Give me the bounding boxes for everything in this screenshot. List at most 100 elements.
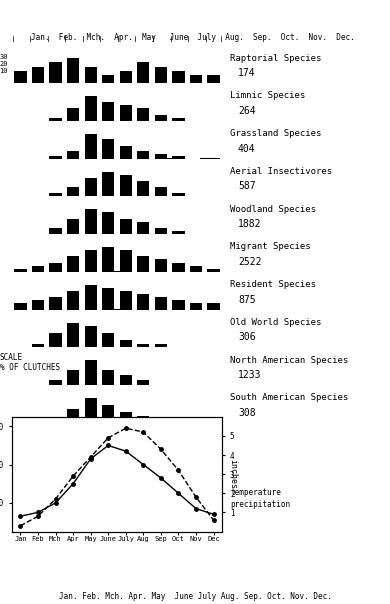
Text: Woodland Species: Woodland Species [230, 205, 316, 214]
Bar [102, 102, 114, 121]
Bar [67, 409, 79, 423]
Bar [155, 153, 167, 158]
Bar [102, 370, 114, 385]
Text: 587: 587 [238, 181, 255, 191]
Bar [50, 263, 62, 272]
Bar [172, 156, 184, 158]
Bar [14, 269, 27, 272]
Y-axis label: inches: inches [228, 459, 238, 489]
Bar [50, 118, 62, 121]
Bar [50, 333, 62, 347]
Bar [50, 193, 62, 196]
Bar [102, 213, 114, 234]
Bar [67, 59, 79, 83]
Bar [67, 291, 79, 309]
Bar [137, 380, 149, 385]
Bar [102, 172, 114, 196]
Bar [120, 71, 132, 83]
Bar [85, 285, 97, 309]
Bar [120, 340, 132, 347]
Text: Limnic Species: Limnic Species [230, 91, 305, 100]
Text: SCALE
% OF CLUTCHES: SCALE % OF CLUTCHES [0, 353, 60, 372]
Text: Migrant Species: Migrant Species [230, 242, 311, 251]
Bar [190, 75, 202, 83]
Text: Raptorial Species: Raptorial Species [230, 54, 321, 63]
Bar [85, 66, 97, 83]
Bar [67, 109, 79, 121]
Text: 404: 404 [238, 144, 255, 154]
Bar [32, 66, 44, 83]
Text: South American Species: South American Species [230, 393, 348, 402]
Bar [120, 175, 132, 196]
Bar [102, 288, 114, 309]
Bar [120, 146, 132, 158]
Bar [85, 326, 97, 347]
Text: precipitation: precipitation [230, 500, 290, 509]
Bar [155, 115, 167, 121]
Bar [85, 134, 97, 158]
Text: 306: 306 [238, 332, 255, 342]
Text: temperature: temperature [230, 488, 281, 497]
Bar [172, 231, 184, 234]
Bar [67, 187, 79, 196]
Bar [102, 333, 114, 347]
Bar [50, 156, 62, 158]
Bar [67, 256, 79, 272]
Bar [137, 294, 149, 309]
Text: Jan. Feb. Mch. Apr. May  June July Aug. Sep. Oct. Nov. Dec.: Jan. Feb. Mch. Apr. May June July Aug. S… [58, 592, 332, 601]
Bar [14, 71, 27, 83]
Bar [190, 266, 202, 272]
Bar [155, 419, 167, 423]
Bar [67, 323, 79, 347]
Bar [120, 105, 132, 121]
Bar [85, 398, 97, 423]
Bar [207, 303, 220, 309]
Bar [120, 291, 132, 309]
Text: 2522: 2522 [238, 257, 261, 267]
Bar [120, 219, 132, 234]
Bar [102, 75, 114, 83]
Text: 264: 264 [238, 106, 255, 116]
Bar [102, 405, 114, 423]
Text: 174: 174 [238, 68, 255, 79]
Bar [50, 228, 62, 234]
Bar [120, 412, 132, 423]
Bar [102, 247, 114, 272]
Bar [137, 62, 149, 83]
Bar [50, 419, 62, 423]
Bar [85, 210, 97, 234]
Bar [85, 361, 97, 385]
Bar [172, 193, 184, 196]
Text: 875: 875 [238, 295, 255, 305]
Bar [137, 151, 149, 158]
Bar [85, 178, 97, 196]
Bar [120, 250, 132, 272]
Bar [137, 256, 149, 272]
Text: 308: 308 [238, 408, 255, 418]
Bar [155, 344, 167, 347]
Text: 1882: 1882 [238, 219, 261, 230]
Bar [32, 300, 44, 309]
Bar [32, 344, 44, 347]
Bar [172, 300, 184, 309]
Bar [67, 151, 79, 158]
Text: North American Species: North American Species [230, 356, 348, 365]
Bar [155, 187, 167, 196]
Bar [85, 250, 97, 272]
Bar [85, 96, 97, 121]
Text: Jan.  Feb.  Mch.  Apr.  May   June  July  Aug.  Sep.  Oct.  Nov.  Dec.: Jan. Feb. Mch. Apr. May June July Aug. S… [31, 33, 359, 42]
Text: Old World Species: Old World Species [230, 318, 321, 327]
Bar [207, 269, 220, 272]
Text: 1233: 1233 [238, 370, 261, 381]
Bar [137, 344, 149, 347]
Bar [50, 297, 62, 309]
Bar [137, 222, 149, 234]
Bar [14, 303, 27, 309]
Text: Resident Species: Resident Species [230, 280, 316, 289]
Bar [155, 228, 167, 234]
Text: Aerial Insectivores: Aerial Insectivores [230, 167, 332, 176]
Bar [172, 71, 184, 83]
Bar [32, 266, 44, 272]
Bar [172, 263, 184, 272]
Bar [137, 181, 149, 196]
